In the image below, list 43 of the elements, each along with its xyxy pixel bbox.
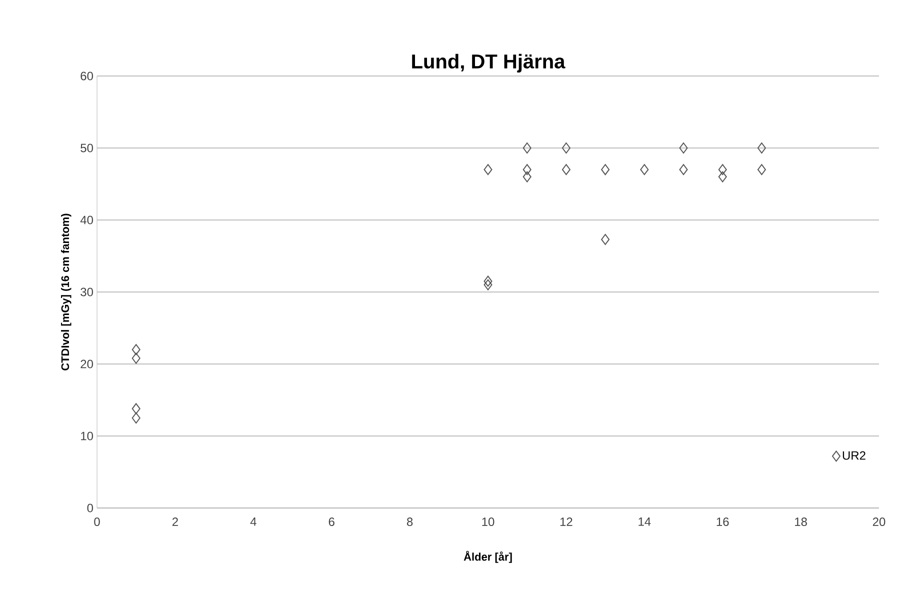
y-tick-label: 60 [80, 72, 94, 80]
point [132, 344, 140, 356]
legend-label: UR2 [842, 451, 866, 460]
x-tick-label: 14 [638, 518, 651, 526]
point [132, 403, 140, 414]
point [601, 234, 610, 245]
point [132, 352, 140, 364]
point [562, 164, 570, 176]
point [718, 164, 727, 176]
x-tick-label: 18 [795, 518, 807, 526]
y-tick-label: 30 [80, 288, 94, 296]
chart-title: Lund, DT Hjärna [412, 54, 566, 72]
y-tick-label: 0 [87, 504, 94, 512]
x-tick-label: 12 [560, 518, 572, 526]
point [484, 276, 492, 287]
x-tick-label: 16 [716, 518, 729, 526]
x-tick-label: 10 [482, 518, 494, 526]
x-tick-label: 6 [328, 518, 334, 526]
x-tick-label: 4 [250, 518, 256, 526]
y-tick-label: 10 [81, 432, 94, 440]
point [757, 142, 766, 154]
y-tick-label: 50 [80, 144, 94, 152]
point [522, 171, 532, 182]
point [522, 142, 532, 154]
x-tick-label: 0 [94, 518, 100, 526]
x-axis-title: Ålder [år] [464, 550, 512, 563]
point [522, 164, 532, 176]
x-tick-label: 20 [872, 518, 886, 526]
y-axis-title: CTDIvol [mGy] (16 cm fantom) [61, 214, 72, 370]
y-tick-label: 40 [80, 216, 94, 224]
point [601, 164, 610, 176]
y-tick-label: 20 [80, 360, 94, 368]
point [132, 412, 140, 424]
point [679, 142, 688, 154]
point [484, 164, 492, 176]
x-tick-label: 8 [406, 518, 413, 526]
point [640, 164, 649, 176]
point [718, 171, 727, 182]
point [757, 164, 766, 176]
x-tick-label: 2 [172, 518, 178, 526]
point [562, 142, 570, 154]
point [679, 164, 688, 176]
point [484, 279, 492, 290]
